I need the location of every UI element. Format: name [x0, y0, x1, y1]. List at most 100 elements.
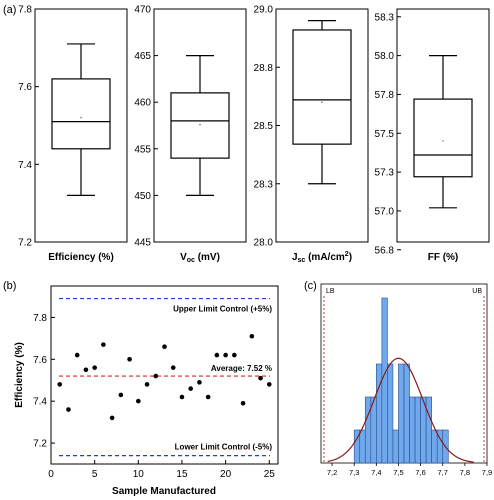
histogram-bar — [425, 396, 432, 464]
x-tick-label: 7,4 — [371, 468, 381, 477]
reference-line-label: Average: 7.52 % — [211, 364, 272, 373]
x-tick-label: 10 — [133, 469, 145, 480]
x-axis-label: Voc (mV) — [180, 252, 220, 264]
axes-ticks: 7,2 7,3 7,4 7,5 7,6 7,7 7,8 7,9 — [327, 463, 492, 477]
data-point — [232, 352, 237, 358]
y-tick-label: 7.8 — [33, 313, 47, 324]
data-point — [83, 367, 89, 373]
data-point — [205, 394, 211, 400]
plot-frame — [50, 285, 279, 465]
data-point — [144, 382, 150, 387]
x-axis-label-unit: (mV) — [195, 252, 220, 263]
limit-lines: LB UB — [323, 288, 485, 463]
x-tick-label: 7,5 — [393, 468, 403, 477]
axes-ticks: 0 5 10 15 20 25 7.2 7.4 7.6 7.8 — [33, 313, 275, 480]
data-point — [197, 380, 202, 385]
y-tick-label: 58.0 — [375, 51, 395, 62]
mean-marker — [80, 117, 82, 119]
box-iqr — [170, 92, 230, 159]
panel-label-a: (a) — [3, 4, 16, 16]
y-tick-label: 7.4 — [18, 160, 32, 171]
data-point — [240, 400, 246, 406]
box-chart-efficiency: 7.2 7.4 7.6 7.8 Efficiency (%) — [18, 5, 128, 263]
y-tick-group: 445 450 455 460 465 470 — [134, 5, 158, 249]
y-tick-label: 28.5 — [254, 121, 274, 132]
data-points — [57, 333, 272, 421]
data-point — [153, 373, 159, 379]
x-axis-label: FF (%) — [428, 252, 459, 263]
data-point — [101, 342, 106, 347]
y-tick-label: 465 — [134, 51, 151, 62]
box-iqr — [51, 78, 111, 150]
y-tick-label: 7.8 — [18, 5, 32, 16]
reference-line-label: Upper Limit Control (+5%) — [173, 305, 272, 314]
histogram-bar — [398, 363, 405, 464]
y-tick-label: 470 — [134, 5, 151, 16]
x-tick-label: 5 — [92, 469, 98, 480]
x-tick-label: 7,3 — [349, 468, 359, 477]
mean-marker — [321, 101, 323, 103]
normal-fit-curve — [327, 357, 474, 463]
x-tick-label: 20 — [220, 469, 232, 480]
y-axis-label: Efficiency (%) — [14, 342, 25, 408]
box-marks — [413, 54, 473, 209]
y-tick-label: 58.3 — [375, 12, 395, 23]
y-tick-label: 57.0 — [375, 206, 395, 217]
histogram-bar — [409, 396, 416, 464]
y-tick-group: 7.2 7.4 7.6 7.8 — [18, 5, 39, 249]
plot-frame — [34, 8, 128, 243]
y-tick-label: 7.2 — [18, 238, 32, 249]
plot-frame — [396, 8, 490, 243]
x-axis-label-unit: (mA/cm — [305, 252, 345, 263]
x-tick-label: 7,8 — [460, 468, 470, 477]
histogram-bar — [392, 429, 399, 464]
data-point — [258, 375, 263, 381]
histogram-bar — [414, 396, 421, 464]
data-point — [162, 344, 167, 350]
box-marks — [51, 43, 111, 196]
y-tick-label: 57.3 — [375, 168, 395, 179]
plot-frame — [153, 8, 247, 243]
data-point — [66, 407, 71, 412]
histogram-bar — [359, 429, 366, 464]
x-tick-label: 7,7 — [438, 468, 448, 477]
x-axis-label-main: V — [180, 252, 187, 263]
y-tick-label: 450 — [134, 191, 151, 202]
box-marks — [292, 20, 352, 185]
histogram-bar — [387, 363, 394, 464]
box-marks — [170, 54, 230, 196]
x-axis-label: Efficiency (%) — [48, 252, 114, 263]
histogram-bar — [364, 396, 372, 464]
y-tick-label: 7.6 — [33, 355, 47, 366]
y-tick-label: 29.0 — [254, 5, 274, 16]
limit-label: UB — [472, 288, 482, 295]
y-tick-label: 445 — [134, 238, 151, 249]
scatter-chart-efficiency: 0 5 10 15 20 25 7.2 7.4 7.6 7.8 Upper Limit Contr… — [14, 285, 279, 497]
y-tick-label: 460 — [134, 98, 151, 109]
x-axis-label-main: J — [292, 252, 298, 263]
data-point — [92, 365, 97, 370]
y-tick-group: 56.8 57.0 57.3 57.5 57.8 58.0 58.3 — [375, 12, 401, 256]
histogram-bar — [403, 363, 410, 464]
x-axis-label: Jsc (mA/cm2) — [292, 251, 352, 264]
y-tick-label: 28.0 — [254, 238, 274, 249]
panel-label-b: (b) — [3, 280, 16, 292]
x-tick-label: 15 — [176, 469, 188, 480]
y-tick-label: 7.4 — [33, 397, 47, 408]
x-tick-label: 7,9 — [482, 468, 492, 477]
x-axis-label-subscript: oc — [187, 257, 195, 264]
box-iqr — [292, 29, 352, 145]
data-point — [170, 365, 176, 370]
reference-lines: Upper Limit Control (+5%) Average: 7.52 %… — [59, 297, 273, 457]
y-tick-label: 56.8 — [375, 245, 395, 256]
y-tick-label: 57.8 — [375, 90, 395, 101]
data-point — [136, 398, 141, 404]
reference-line-label: Lower Limit Control (-5%) — [175, 443, 273, 452]
data-point — [57, 382, 63, 387]
box-iqr — [413, 98, 473, 178]
x-axis-label-subscript: sc — [298, 257, 306, 264]
y-tick-label: 7.2 — [33, 439, 47, 450]
data-point — [74, 352, 80, 358]
x-axis-label-superscript: 2 — [345, 251, 349, 258]
